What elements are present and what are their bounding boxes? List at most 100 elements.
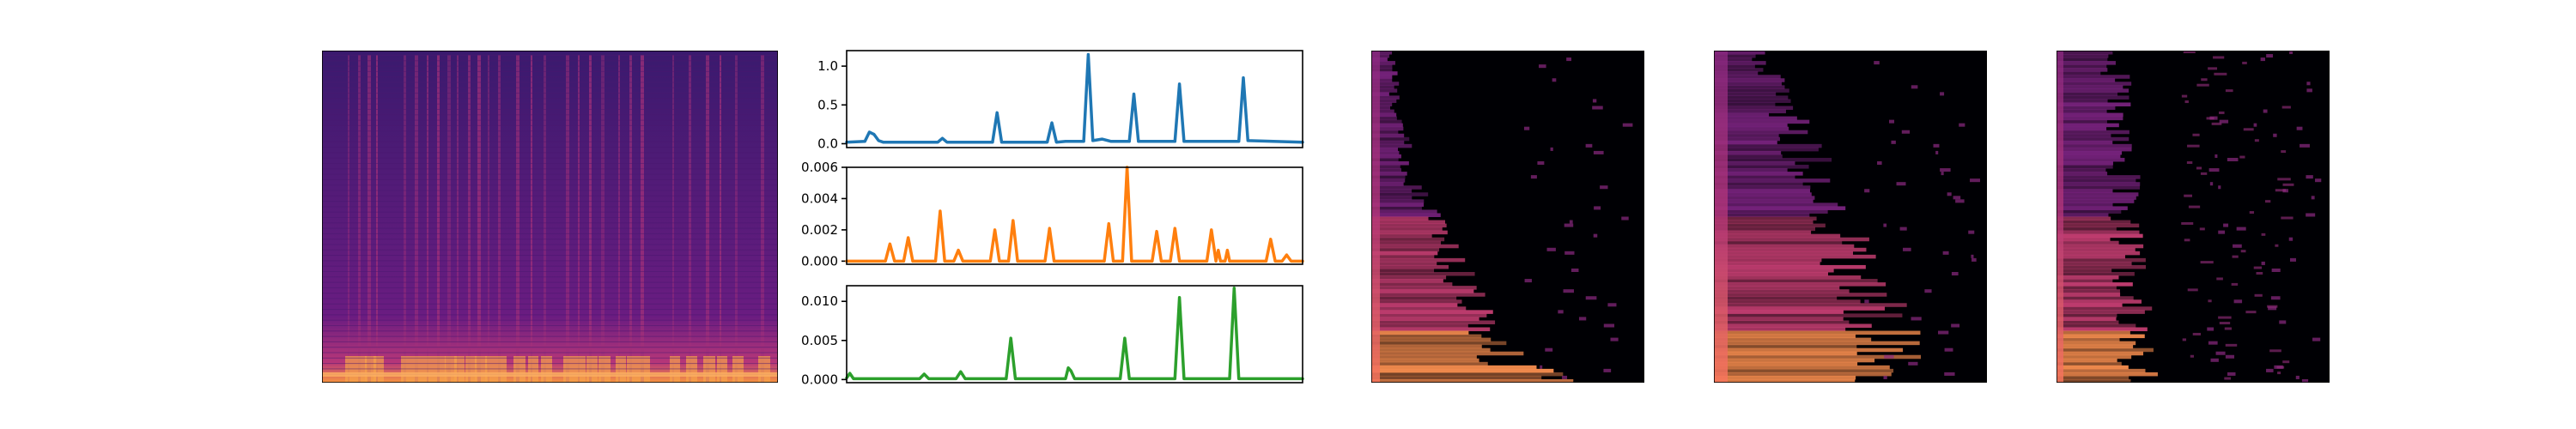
h3-rows-row bbox=[1714, 61, 1766, 65]
h2-rows-row bbox=[1371, 244, 1459, 249]
h2-rows-speck bbox=[1569, 220, 1573, 224]
h4-rows-row bbox=[2057, 209, 2122, 214]
h3-rows-speck bbox=[1951, 272, 1959, 276]
h3-rows-row bbox=[1714, 196, 1815, 200]
heatmap-1-stripe bbox=[641, 55, 644, 383]
h2-rows-row bbox=[1371, 341, 1507, 346]
heatmap-1-stripe-base bbox=[758, 356, 770, 383]
h2-rows-row bbox=[1371, 254, 1435, 259]
h3-rows-row bbox=[1714, 368, 1894, 373]
h2-rows-row bbox=[1371, 123, 1403, 128]
h2-rows-speck bbox=[1552, 78, 1557, 82]
h2-rows-speck bbox=[1592, 99, 1597, 103]
heatmap-1-row-line bbox=[322, 206, 778, 208]
heatmap-4-speck-right bbox=[2281, 216, 2293, 220]
heatmap-1 bbox=[322, 51, 778, 383]
heatmap-1-row-line bbox=[322, 163, 778, 164]
h3-rows-row bbox=[1714, 106, 1794, 111]
y-tick-label: 0.5 bbox=[817, 97, 838, 112]
heatmap-1-row-line bbox=[322, 173, 778, 175]
heatmap-4-rows bbox=[2057, 51, 2322, 383]
h3-rows-row bbox=[1714, 247, 1867, 252]
h4-rows-row bbox=[2057, 61, 2116, 65]
heatmap-1-stripe-base bbox=[670, 356, 680, 383]
h4-rows-row bbox=[2057, 289, 2120, 293]
h3-rows-speck bbox=[1944, 347, 1953, 352]
h4-rows-row bbox=[2057, 268, 2112, 273]
heatmap-4-speck-right bbox=[2225, 89, 2233, 93]
h4-rows-row bbox=[2057, 351, 2144, 356]
h4-rows-row bbox=[2057, 293, 2121, 297]
h2-rows-row bbox=[1371, 299, 1462, 304]
h4-rows-row bbox=[2057, 323, 2136, 328]
h3-rows-speck bbox=[1959, 123, 1965, 127]
h4-rows-row bbox=[2057, 372, 2158, 377]
heatmap-1-stripe bbox=[706, 55, 709, 383]
h3-rows-row bbox=[1714, 289, 1850, 293]
h3-rows-row bbox=[1714, 133, 1779, 138]
heatmap-4-speck-right bbox=[2196, 166, 2202, 170]
h2-rows-row bbox=[1371, 92, 1389, 96]
h2-rows-left-band bbox=[1371, 51, 1380, 383]
heatmap-4-speck-right bbox=[2231, 282, 2239, 286]
h2-rows-speck bbox=[1607, 303, 1617, 307]
heatmap-4-speck-right bbox=[2184, 239, 2190, 242]
h3-rows-speck bbox=[1911, 317, 1922, 321]
h2-rows-row bbox=[1371, 375, 1542, 380]
h4-rows-row bbox=[2057, 178, 2136, 183]
h2-rows-row bbox=[1371, 109, 1394, 114]
heatmap-4-speck-right bbox=[2206, 117, 2215, 120]
heatmap-1-row-line bbox=[322, 109, 778, 110]
h2-rows-row bbox=[1371, 147, 1398, 152]
h4-rows-speck bbox=[2219, 119, 2229, 124]
h4-rows-row bbox=[2057, 354, 2132, 360]
h2-rows-speck bbox=[1566, 57, 1572, 62]
h4-rows-row bbox=[2057, 119, 2107, 124]
h3-rows-row bbox=[1714, 154, 1783, 159]
h3-rows-speck bbox=[1924, 289, 1932, 293]
heatmap-1-row-line bbox=[322, 184, 778, 186]
h3-rows-row bbox=[1714, 71, 1759, 76]
h4-rows-row bbox=[2057, 306, 2153, 311]
h2-rows-row bbox=[1371, 330, 1469, 335]
h4-rows-row bbox=[2057, 75, 2130, 79]
heatmap-1-row-line bbox=[322, 98, 778, 100]
h4-rows-row bbox=[2057, 95, 2129, 100]
heatmap-1-row-line bbox=[322, 233, 778, 234]
h3-rows-row bbox=[1714, 323, 1872, 328]
h3-rows-row bbox=[1714, 172, 1803, 176]
y-tick-label: 0.005 bbox=[801, 333, 838, 348]
h4-rows-speck bbox=[2233, 299, 2243, 304]
h2-rows-row bbox=[1371, 368, 1554, 373]
h2-rows-speck bbox=[1523, 126, 1530, 130]
h2-rows-row bbox=[1371, 230, 1448, 235]
h2-rows-row bbox=[1371, 279, 1443, 283]
h3-rows-speck bbox=[1911, 85, 1918, 89]
h2-rows-row bbox=[1371, 85, 1394, 89]
heatmap-4-speck-right bbox=[2281, 106, 2291, 109]
h3-rows-speck bbox=[1955, 199, 1965, 203]
h3-rows-row bbox=[1714, 372, 1892, 377]
h2-rows-row bbox=[1371, 136, 1410, 142]
heatmap-1-row-line bbox=[322, 76, 778, 78]
h3-rows-row bbox=[1714, 257, 1822, 263]
heatmap-1-row-line bbox=[322, 70, 778, 72]
heatmap-4-speck-right bbox=[2199, 227, 2205, 231]
h2-rows-speck bbox=[1540, 365, 1543, 369]
h2-rows-row bbox=[1371, 61, 1395, 65]
h2-rows-speck bbox=[1524, 279, 1532, 283]
h3-rows-row bbox=[1714, 209, 1828, 214]
heatmap-1-stripe-base bbox=[686, 356, 697, 383]
h4-rows-left-band bbox=[2057, 51, 2063, 383]
h4-rows-row bbox=[2057, 341, 2136, 346]
heatmap-4-speck-right bbox=[2256, 272, 2263, 275]
h3-rows-row bbox=[1714, 244, 1855, 249]
h2-rows-row bbox=[1371, 323, 1468, 328]
h2-rows-row bbox=[1371, 237, 1445, 242]
h3-rows-row bbox=[1714, 182, 1803, 186]
h3-rows-row bbox=[1714, 378, 1856, 383]
h4-rows-row bbox=[2057, 344, 2134, 349]
h3-rows-row bbox=[1714, 78, 1785, 82]
h3-rows-speck bbox=[1899, 227, 1907, 231]
heatmap-1-stripe bbox=[447, 55, 451, 383]
